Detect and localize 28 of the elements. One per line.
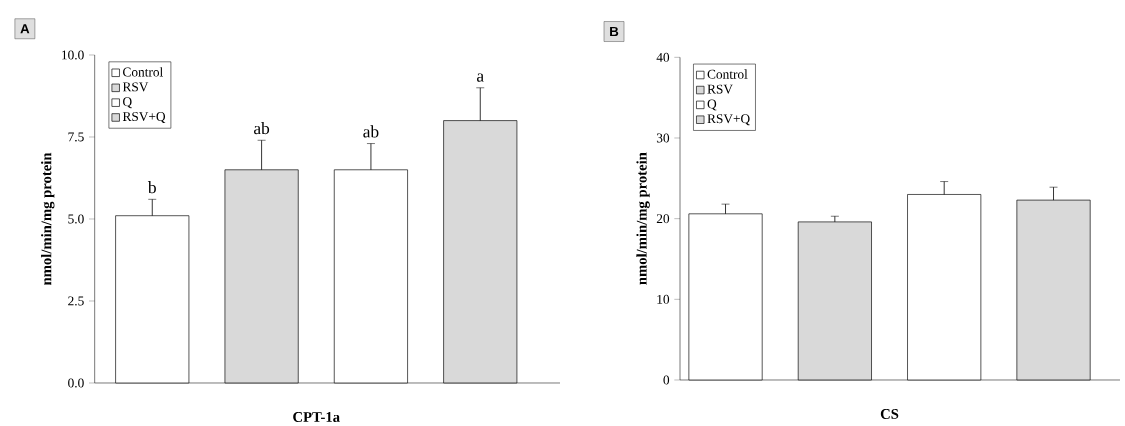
y-tick-label: 2.5 [68,296,84,306]
y-tick-label: 0 [663,375,670,385]
y-tick-label: 40 [656,52,670,62]
legend-label: Control [707,69,748,79]
legend-label: RSV [122,82,149,92]
y-axis-title: nmol/min/mg protein [636,152,650,285]
annotation: b [147,180,156,194]
y-axis-title: nmol/min/mg protein [41,152,55,285]
legend-label: Q [707,99,717,111]
legend-label: RSV [707,84,733,94]
annotation: ab [254,121,270,135]
y-tick-label: 10.0 [62,50,84,60]
text: B [610,26,619,36]
y-tick-label: 20 [656,213,670,223]
legend-label: RSV+Q [122,111,166,123]
y-tick-label: 30 [656,133,670,143]
x-tick-label: CPT-1a [293,411,340,422]
x-tick-label: CS [880,408,899,419]
text: A [20,23,30,34]
legend-label: RSV+Q [707,114,750,126]
legend-label: Q [123,97,132,109]
y-tick-label: 5.0 [68,214,84,224]
legend-label: Control [123,66,163,77]
y-tick-label: 0.0 [68,378,84,388]
annotation: a [477,73,484,82]
y-tick-label: 7.5 [68,132,84,142]
annotation: ab [363,125,379,138]
y-tick-label: 10 [657,294,670,304]
